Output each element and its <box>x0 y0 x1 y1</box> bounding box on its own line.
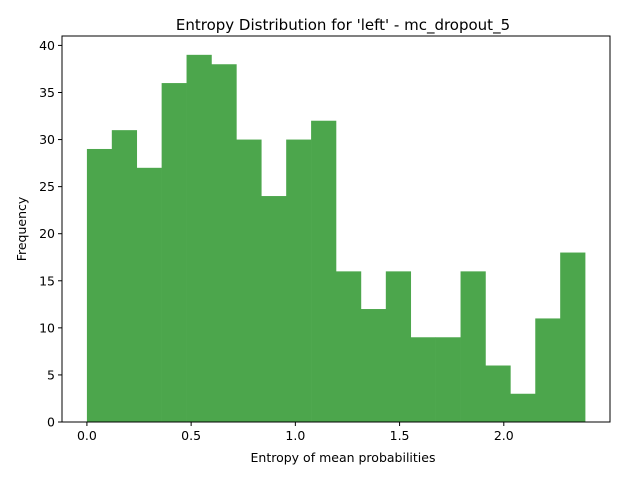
y-tick-label: 15 <box>39 273 55 288</box>
x-axis-label: Entropy of mean probabilities <box>251 450 436 465</box>
y-tick-label: 5 <box>47 367 55 382</box>
chart-title: Entropy Distribution for 'left' - mc_dro… <box>176 16 510 35</box>
histogram-bar <box>186 54 212 422</box>
plot-frame <box>61 35 611 423</box>
histogram-bar <box>336 271 362 422</box>
x-tick-label: 2.0 <box>494 428 514 443</box>
histogram-bar <box>86 148 113 422</box>
histogram-bar <box>360 309 387 422</box>
y-tick-label: 35 <box>39 85 55 100</box>
histogram-bar <box>236 139 262 422</box>
x-tick-label: 0.5 <box>181 428 201 443</box>
histogram-bar <box>111 130 138 422</box>
y-tick-label: 40 <box>39 38 55 53</box>
y-axis-label: Frequency <box>14 196 29 261</box>
y-tick-label: 20 <box>39 226 55 241</box>
x-tick-label: 0.0 <box>77 428 97 443</box>
histogram-bar <box>510 393 536 422</box>
histogram-bar <box>261 196 287 422</box>
histogram-bar <box>410 337 436 422</box>
y-tick-label: 30 <box>39 132 55 147</box>
bars-group <box>86 54 586 423</box>
y-axis-ticks: 0 5 10 15 20 25 30 35 40 <box>39 38 62 430</box>
histogram-bar <box>385 271 412 422</box>
histogram-bar <box>136 167 162 422</box>
y-tick-label: 25 <box>39 179 55 194</box>
histogram-bar <box>286 139 312 422</box>
y-tick-label: 10 <box>39 320 55 335</box>
x-tick-label: 1.0 <box>285 428 305 443</box>
histogram-bar <box>161 83 187 422</box>
histogram-bar <box>311 120 337 423</box>
histogram-bar <box>211 64 237 423</box>
histogram-bar <box>435 337 461 422</box>
x-axis-ticks: 0.0 0.5 1.0 1.5 2.0 <box>77 422 514 443</box>
y-tick-label: 0 <box>47 415 55 430</box>
histogram-bar <box>485 365 511 422</box>
histogram-bar <box>460 271 486 422</box>
x-tick-label: 1.5 <box>390 428 410 443</box>
histogram-bar <box>535 318 561 422</box>
histogram-bar <box>560 252 586 422</box>
